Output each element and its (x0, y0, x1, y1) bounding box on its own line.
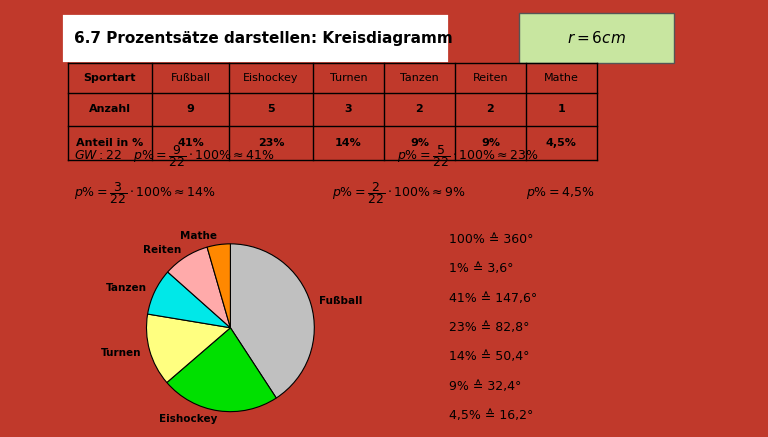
Text: Reiten: Reiten (143, 245, 181, 255)
Text: $p\% = \dfrac{5}{22} \cdot 100\% \approx 23\%$: $p\% = \dfrac{5}{22} \cdot 100\% \approx… (397, 142, 538, 169)
Text: 9%: 9% (481, 138, 500, 148)
Text: Anteil in %: Anteil in % (76, 138, 144, 148)
Text: Eishockey: Eishockey (243, 73, 299, 83)
Text: $p\% = \dfrac{3}{22} \cdot 100\% \approx 14\%$: $p\% = \dfrac{3}{22} \cdot 100\% \approx… (74, 180, 216, 206)
Text: $p\% = 4{,}5\%$: $p\% = 4{,}5\%$ (526, 185, 594, 201)
Text: $GW: 22 \quad p\% = \dfrac{9}{22} \cdot 100\% \approx 41\%$: $GW: 22 \quad p\% = \dfrac{9}{22} \cdot … (74, 142, 275, 169)
Text: 3: 3 (345, 104, 353, 114)
Text: Mathe: Mathe (544, 73, 579, 83)
Text: 4,5% ≙ 16,2°: 4,5% ≙ 16,2° (449, 409, 533, 422)
Text: 41%: 41% (177, 138, 204, 148)
Wedge shape (147, 272, 230, 328)
Wedge shape (230, 244, 314, 398)
Text: Turnen: Turnen (329, 73, 367, 83)
Text: Anzahl: Anzahl (89, 104, 131, 114)
Text: 1: 1 (558, 104, 565, 114)
Text: Eishockey: Eishockey (159, 414, 217, 424)
Text: Fußball: Fußball (170, 73, 210, 83)
Text: Tanzen: Tanzen (400, 73, 439, 83)
Text: 4,5%: 4,5% (546, 138, 577, 148)
FancyBboxPatch shape (61, 13, 449, 63)
Text: 5: 5 (267, 104, 275, 114)
Text: 23%: 23% (258, 138, 284, 148)
Text: 14% ≙ 50,4°: 14% ≙ 50,4° (449, 350, 529, 364)
Text: 9% ≙ 32,4°: 9% ≙ 32,4° (449, 380, 521, 393)
Text: Reiten: Reiten (472, 73, 508, 83)
Text: 2: 2 (415, 104, 423, 114)
Wedge shape (167, 328, 276, 412)
Text: 2: 2 (487, 104, 495, 114)
Text: 9: 9 (187, 104, 194, 114)
Text: 41% ≙ 147,6°: 41% ≙ 147,6° (449, 292, 537, 305)
Text: $r = 6cm$: $r = 6cm$ (568, 30, 627, 46)
FancyBboxPatch shape (519, 13, 674, 63)
Text: $p\% = \dfrac{2}{22} \cdot 100\% \approx 9\%$: $p\% = \dfrac{2}{22} \cdot 100\% \approx… (333, 180, 466, 206)
Text: 9%: 9% (410, 138, 429, 148)
Text: 1% ≙ 3,6°: 1% ≙ 3,6° (449, 262, 513, 275)
Text: 100% ≙ 360°: 100% ≙ 360° (449, 233, 533, 246)
Text: Turnen: Turnen (101, 348, 141, 357)
Text: 14%: 14% (335, 138, 362, 148)
Text: 6.7 Prozentsätze darstellen: Kreisdiagramm: 6.7 Prozentsätze darstellen: Kreisdiagra… (74, 31, 453, 45)
Wedge shape (207, 244, 230, 328)
Text: Sportart: Sportart (84, 73, 136, 83)
Text: Fußball: Fußball (319, 296, 362, 306)
Text: 23% ≙ 82,8°: 23% ≙ 82,8° (449, 321, 529, 334)
Wedge shape (167, 247, 230, 328)
Wedge shape (147, 314, 230, 382)
Text: Mathe: Mathe (180, 231, 217, 241)
Text: Tanzen: Tanzen (106, 283, 147, 293)
